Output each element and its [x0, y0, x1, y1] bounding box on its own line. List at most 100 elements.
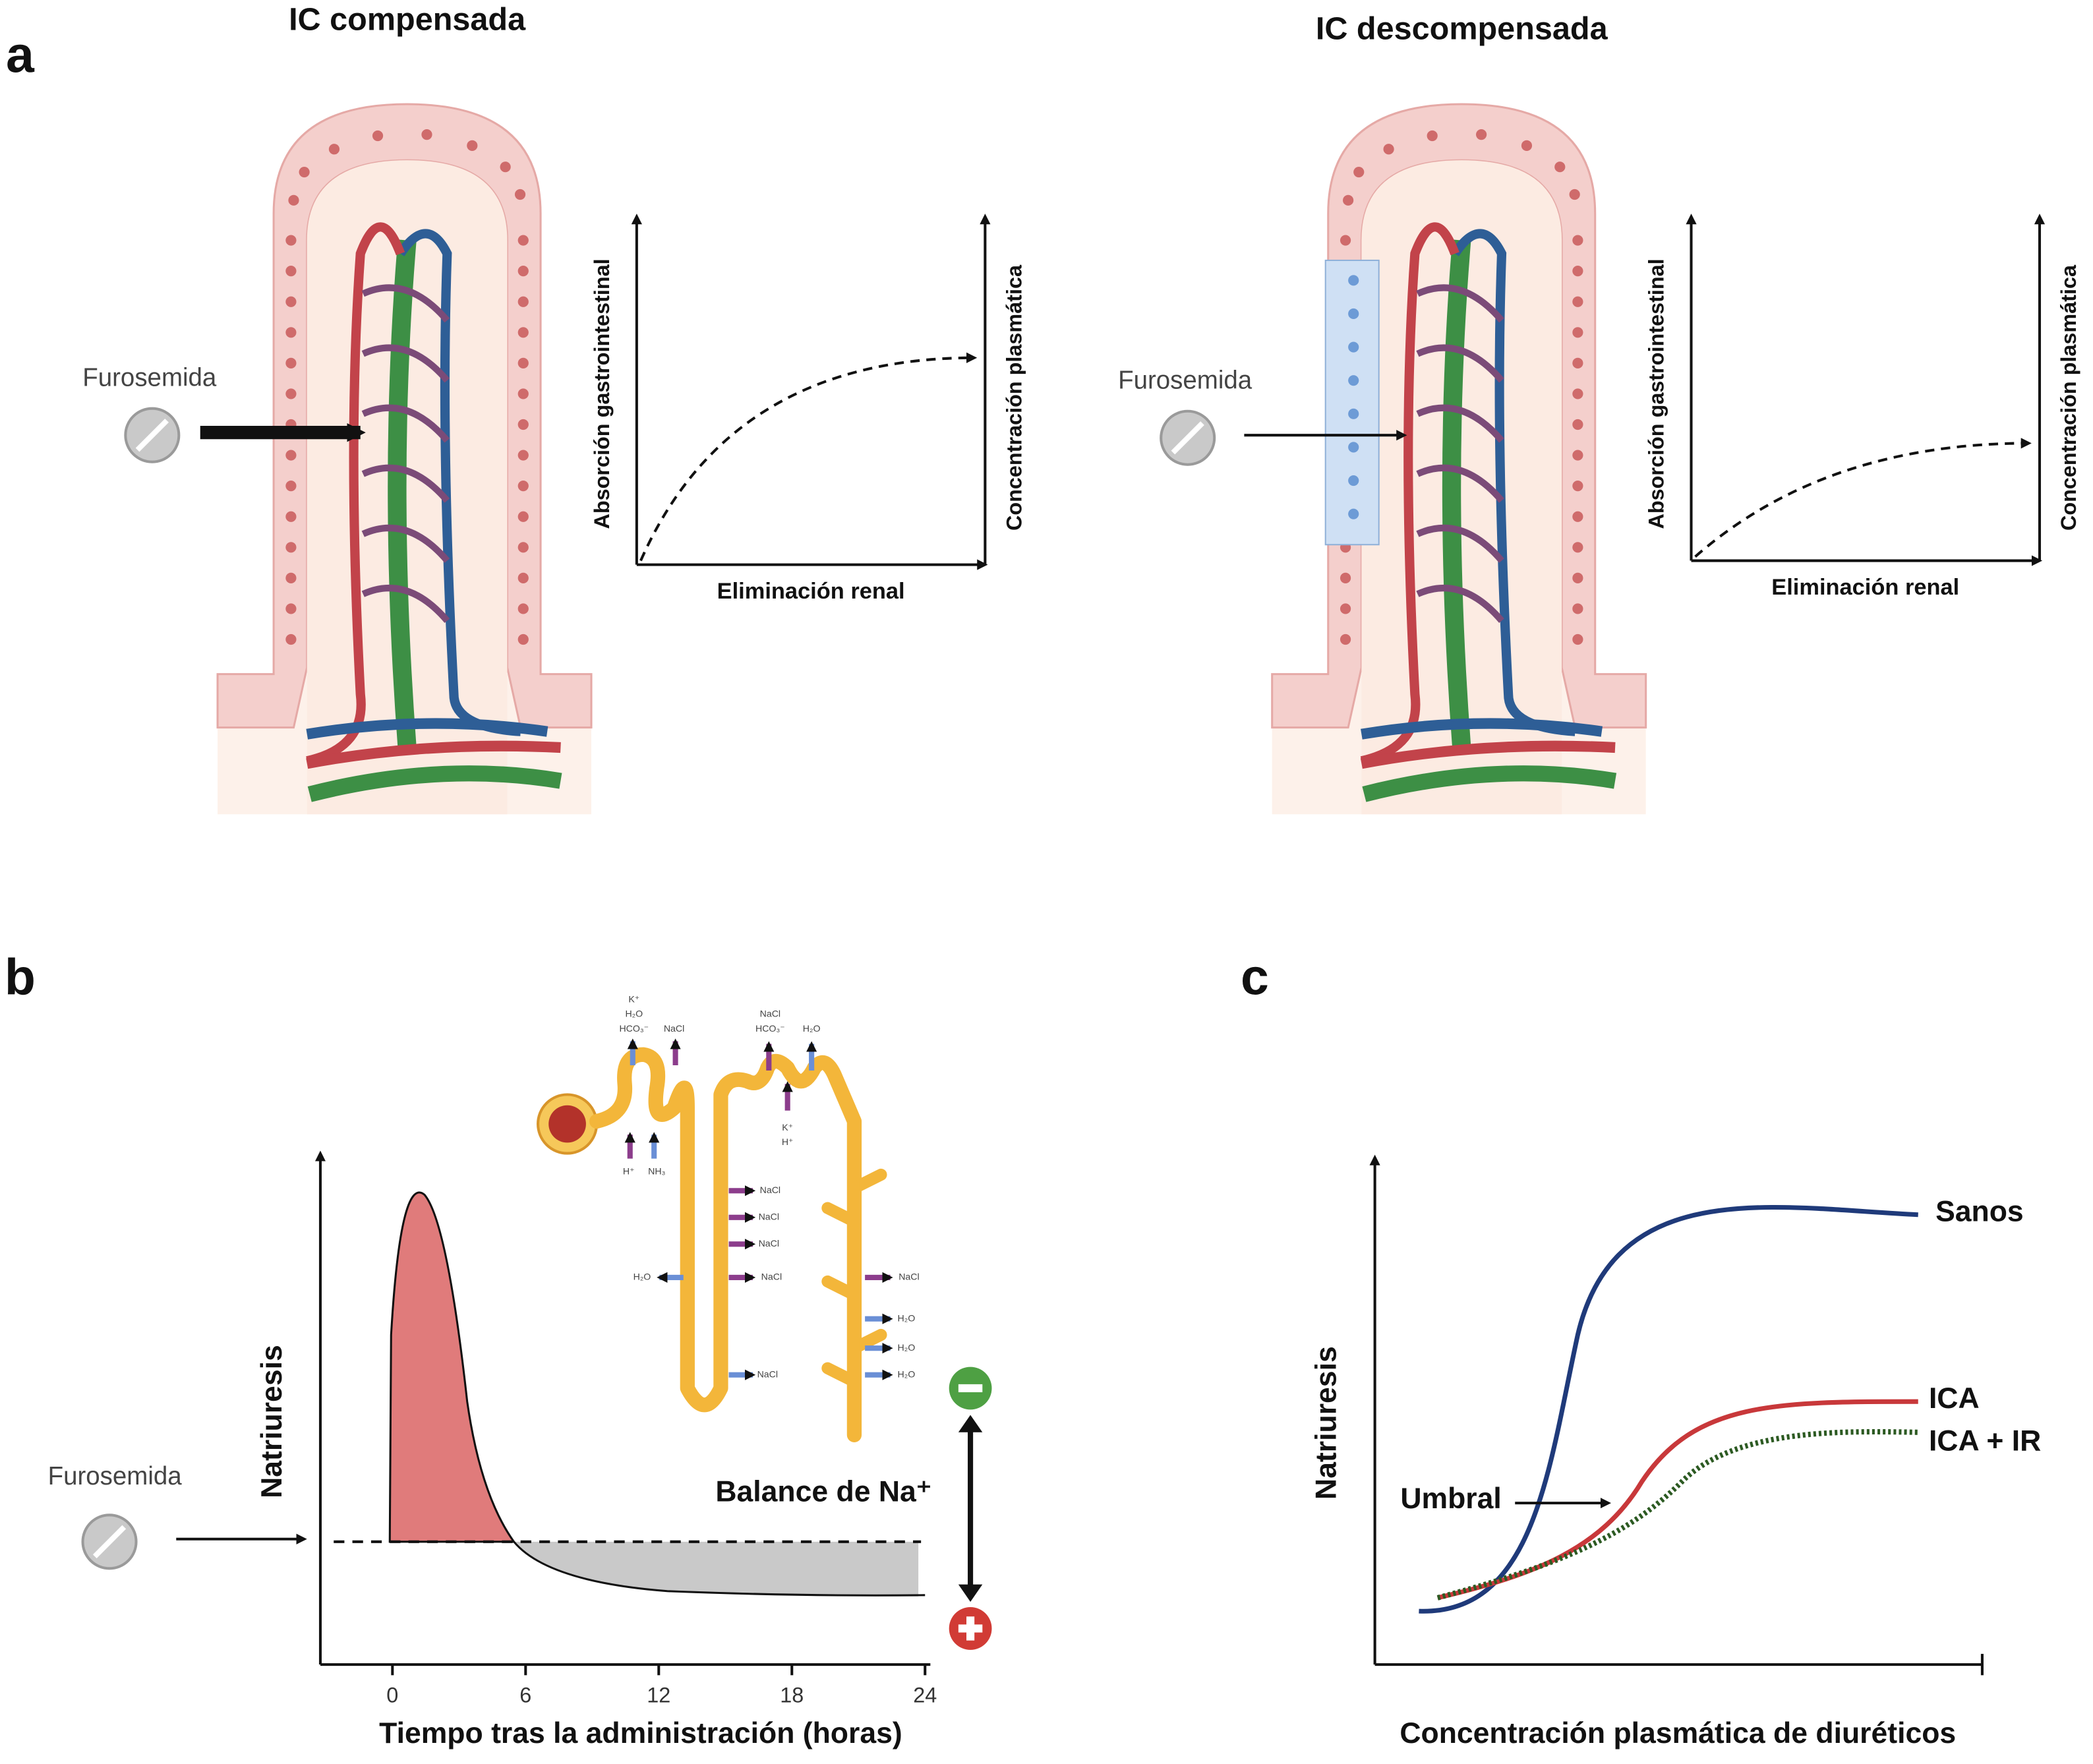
nephron-label: H₂O: [898, 1313, 916, 1324]
cell-nucleus: [517, 481, 529, 492]
cell-nucleus: [517, 388, 529, 399]
y2-axis-label: Concentración plasmática: [1002, 264, 1026, 531]
cell-nucleus: [1572, 235, 1583, 246]
artery-base: [1360, 740, 1616, 769]
nephron-tubule: [589, 1047, 862, 1442]
cell-nucleus: [514, 189, 526, 200]
vein-base: [306, 718, 548, 740]
cell-nucleus: [1348, 475, 1359, 486]
x-axis-label: Tiempo tras la administración (horas): [379, 1717, 902, 1749]
y2-axis-label: Concentración plasmática: [2057, 264, 2080, 531]
nephron-label: NaCl: [757, 1369, 778, 1380]
cell-nucleus: [1572, 633, 1583, 645]
post-diuretic-retention: [514, 1541, 919, 1597]
nephron-label: HCO₃⁻: [619, 1024, 649, 1034]
nephron-label: NaCl: [759, 1212, 779, 1223]
collecting-branch: [821, 1275, 861, 1301]
venule: [1451, 229, 1576, 736]
cell-nucleus: [285, 572, 297, 583]
cell-nucleus: [517, 633, 529, 645]
x-axis-label: Concentración plasmática de diuréticos: [1400, 1717, 1956, 1749]
x-axis-label: Eliminación renal: [1771, 575, 1959, 600]
cell-nucleus: [421, 129, 432, 140]
cell-nucleus: [285, 481, 297, 492]
capillary: [361, 404, 450, 443]
panel-letter: a: [6, 27, 35, 84]
nephron-label: NaCl: [664, 1024, 684, 1034]
x-tick-label: 6: [519, 1683, 531, 1707]
cell-nucleus: [1353, 166, 1365, 178]
drug-label: Furosemida: [1118, 366, 1253, 394]
cell-nucleus: [1572, 327, 1583, 338]
cell-nucleus: [285, 266, 297, 277]
nephron-label: H⁺: [623, 1167, 635, 1177]
cell-nucleus: [1383, 144, 1394, 155]
nephron-label: H₂O: [898, 1343, 916, 1353]
lacteal: [1442, 239, 1471, 749]
nephron-label: H₂O: [625, 1009, 643, 1020]
cell-nucleus: [1572, 603, 1583, 614]
nephron-label: NaCl: [761, 1272, 782, 1283]
villus: [1271, 103, 1647, 815]
cell-nucleus: [1348, 308, 1359, 320]
cell-nucleus: [285, 357, 297, 368]
cell-nucleus: [285, 450, 297, 461]
nephron-label: NaCl: [760, 1185, 781, 1196]
cell-nucleus: [1572, 388, 1583, 399]
capillary: [1416, 524, 1504, 563]
cell-nucleus: [517, 235, 529, 246]
nephron-label: K⁺: [628, 994, 639, 1005]
capillary: [361, 344, 450, 383]
cell-nucleus: [517, 296, 529, 307]
y-axis-label: Natriuresis: [1311, 1346, 1343, 1500]
drug-label: Furosemida: [82, 363, 217, 392]
x-tick-label: 24: [913, 1683, 937, 1707]
y-axis-label: Absorción gastrointestinal: [590, 258, 614, 529]
cell-nucleus: [1348, 508, 1359, 519]
cell-nucleus: [1554, 162, 1566, 173]
y-axis-label: Natriuresis: [256, 1345, 288, 1498]
cell-nucleus: [517, 327, 529, 338]
cell-nucleus: [517, 603, 529, 614]
nephron-label: HCO₃⁻: [755, 1024, 785, 1034]
capillary: [1416, 464, 1504, 503]
lacteal-bottom: [1362, 765, 1617, 802]
curve-healthy: [1419, 1204, 1918, 1614]
cell-nucleus: [517, 572, 529, 583]
cell-nucleus: [500, 162, 511, 173]
cell-nucleus: [1340, 572, 1351, 583]
collecting-branch: [821, 1362, 861, 1388]
pill-score: [92, 1525, 127, 1558]
capillary: [1416, 404, 1504, 443]
natriuresis-peak: [388, 1191, 516, 1543]
cell-nucleus: [1348, 275, 1359, 286]
cell-nucleus: [1572, 266, 1583, 277]
cell-nucleus: [517, 419, 529, 430]
x-tick-label: 18: [780, 1683, 804, 1707]
cell-nucleus: [299, 166, 310, 178]
capillary: [1416, 585, 1504, 623]
venule: [396, 229, 521, 736]
cell-nucleus: [1572, 481, 1583, 492]
nephron-label: NaCl: [759, 1239, 779, 1249]
cell-nucleus: [285, 235, 297, 246]
panel-letter: c: [1241, 949, 1269, 1006]
cell-nucleus: [1348, 408, 1359, 419]
nephron-label: K⁺: [782, 1123, 793, 1133]
cell-nucleus: [1340, 235, 1351, 246]
cell-nucleus: [1569, 189, 1580, 200]
cell-nucleus: [1572, 419, 1583, 430]
concept-curve: [639, 352, 978, 562]
cell-nucleus: [285, 388, 297, 399]
cell-nucleus: [1340, 633, 1351, 645]
cell-nucleus: [285, 296, 297, 307]
nephron-label: H⁺: [782, 1137, 794, 1148]
cell-nucleus: [1348, 375, 1359, 386]
pill-score: [135, 419, 169, 452]
edema-cells: [1324, 259, 1380, 546]
cell-nucleus: [1521, 140, 1533, 151]
cell-nucleus: [285, 511, 297, 522]
curve-ica-ir: [1436, 1428, 1918, 1601]
capillary: [361, 284, 450, 323]
cell-nucleus: [1348, 442, 1359, 453]
